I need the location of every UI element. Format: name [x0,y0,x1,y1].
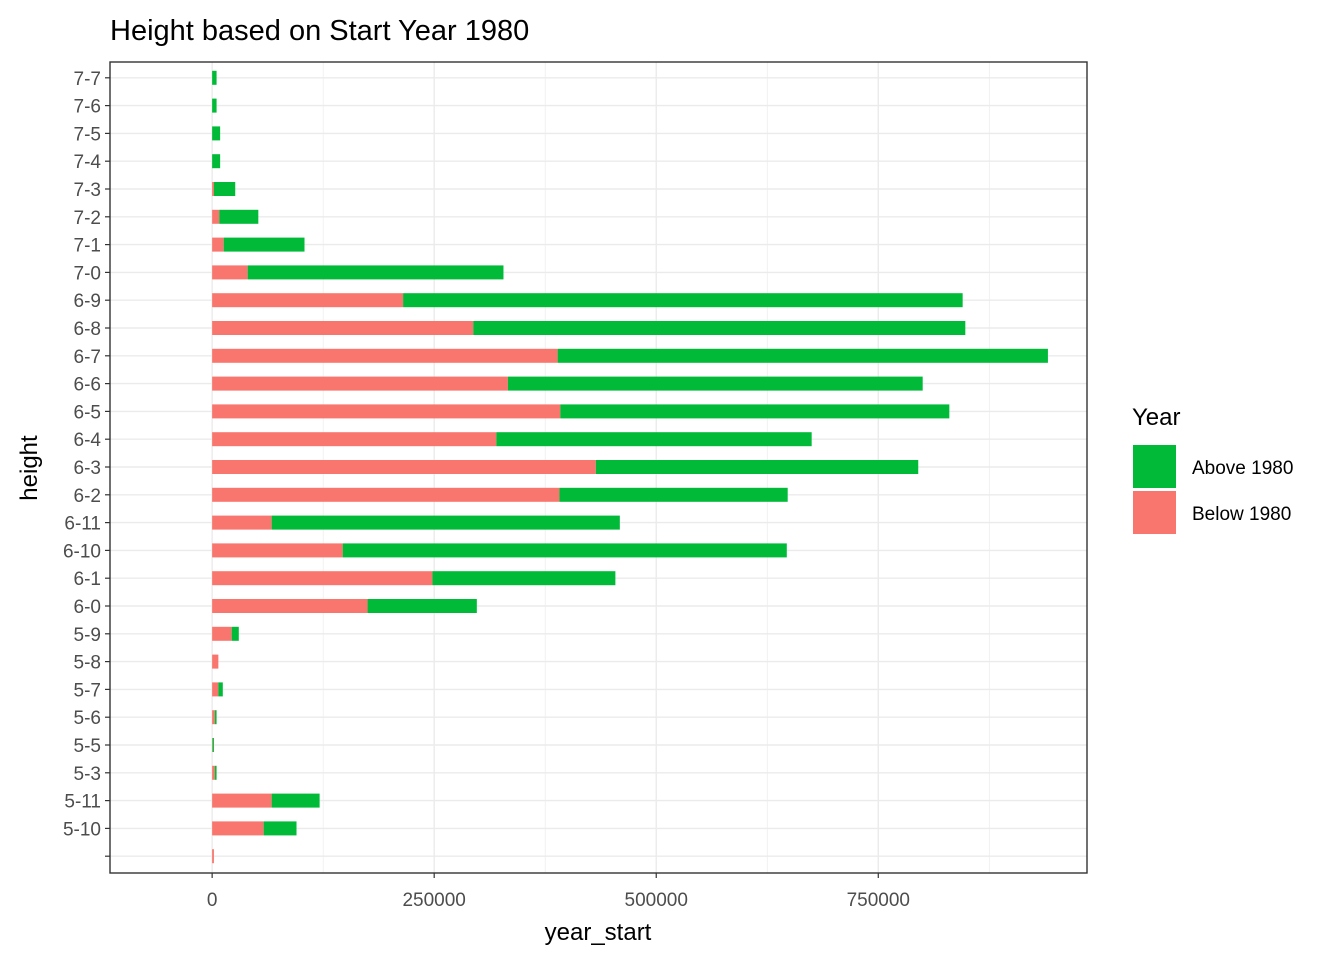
bar-above-1980 [213,182,236,196]
y-tick-label: 5-9 [74,625,101,646]
legend-label: Below 1980 [1192,504,1291,525]
y-tick-label: 6-6 [74,375,101,396]
bar-below-1980 [212,209,220,224]
bar-below-1980 [212,710,215,725]
bar-above-1980 [595,460,919,474]
bar-below-1980 [212,626,232,641]
bar-above-1980 [507,376,923,391]
y-axis-title: height [16,435,43,501]
bar-below-1980 [212,460,596,474]
bar-above-1980 [473,321,966,335]
y-tick-label: 6-3 [74,458,101,479]
bar-above-1980 [212,154,221,169]
bar-above-1980 [212,126,221,141]
bar-above-1980 [496,432,812,447]
bar-above-1980 [271,515,620,530]
x-tick-label: 0 [207,890,218,911]
bar-below-1980 [212,821,264,836]
x-tick-label: 750000 [847,890,910,911]
bar-above-1980 [271,793,320,808]
y-tick-label: 5-11 [64,792,101,813]
legend-items: Above 1980 Below 1980 [1133,445,1293,534]
y-tick-label: 5-6 [74,708,101,729]
bar-below-1980 [212,348,558,363]
bar-above-1980 [231,626,239,641]
y-tick-label: 5-10 [63,819,101,840]
y-tick-label: 7-6 [74,97,101,118]
bar-below-1980 [212,599,368,613]
legend-label: Above 1980 [1192,458,1293,479]
bar-below-1980 [212,321,474,335]
legend: Year Above 1980 Below 1980 [1132,404,1293,534]
y-tick-label: 7-7 [74,69,101,90]
y-tick-label: 5-8 [74,653,101,674]
y-tick-label: 5-7 [74,680,101,701]
plot-panel [109,61,1088,874]
y-tick-label: 6-9 [74,291,101,312]
bar-above-1980 [403,293,963,308]
bar-above-1980 [223,237,305,252]
bar-below-1980 [212,487,560,502]
bar-above-1980 [218,682,223,697]
bar-below-1980 [212,682,219,697]
x-axis: 0 250000 500000 750000 [207,873,910,911]
y-tick-label: 5-5 [74,736,101,757]
bar-below-1980 [212,571,433,586]
bar-above-1980 [219,209,259,224]
legend-title: Year [1132,404,1181,431]
y-axis: 5-10 5-11 5-3 5-5 5-6 5-7 5-8 5-9 6-0 6-1 6-10 6-11… [63,69,110,857]
bar-below-1980 [212,265,248,280]
chart-title: Height based on Start Year 1980 [110,15,529,47]
bar-below-1980 [212,182,214,196]
y-tick-label: 6-10 [63,541,101,562]
y-tick-label: 7-0 [74,263,101,284]
bar-below-1980 [212,515,272,530]
x-tick-label: 500000 [625,890,688,911]
legend-swatch [1133,491,1176,534]
bar-above-1980 [212,98,217,113]
bar-below-1980 [212,543,343,558]
bar-above-1980 [559,487,788,502]
x-tick-label: 250000 [402,890,465,911]
bar-above-1980 [432,571,616,586]
bar-below-1980 [212,376,508,391]
y-tick-label: 7-5 [74,124,101,145]
bar-above-1980 [247,265,504,280]
y-tick-label: 6-4 [74,430,102,451]
bar-below-1980 [212,765,215,780]
y-tick-label: 6-7 [74,347,101,368]
y-tick-label: 6-8 [74,319,101,340]
bar-above-1980 [214,765,217,780]
y-tick-label: 6-5 [74,402,101,423]
bar-above-1980 [214,710,217,725]
y-tick-label: 6-11 [64,514,101,535]
bar-above-1980 [367,599,477,613]
bar-below-1980 [212,237,224,252]
y-tick-label: 6-0 [74,597,101,618]
y-tick-label: 7-4 [74,152,102,173]
bar-above-1980 [342,543,787,558]
y-tick-label: 6-1 [74,569,101,590]
y-tick-label: 7-1 [74,236,101,257]
bar-below-1980 [212,793,272,808]
y-tick-label: 7-3 [74,180,101,201]
x-axis-title: year_start [545,919,652,946]
bar-above-1980 [212,738,214,752]
bar-above-1980 [263,821,297,836]
bar-above-1980 [557,348,1048,363]
bar-above-1980 [560,404,950,419]
bar-below-1980 [212,432,497,447]
y-tick-label: 6-2 [74,486,101,507]
legend-swatch [1133,445,1176,488]
bar-below-1980 [212,293,404,308]
bar-below-1980 [212,654,219,669]
bar-below-1980 [212,849,214,864]
y-tick-label: 5-3 [74,764,101,785]
y-tick-label: 7-2 [74,208,101,229]
bar-below-1980 [212,404,561,419]
bar-above-1980 [212,70,217,85]
bars [212,70,1048,864]
